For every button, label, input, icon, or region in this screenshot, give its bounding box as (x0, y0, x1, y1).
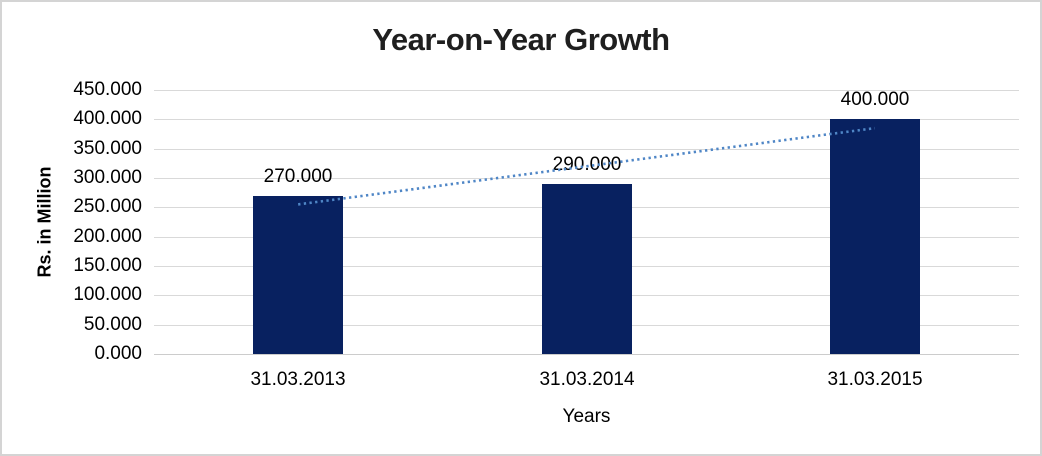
bar-value-label: 400.000 (840, 89, 910, 110)
y-tick-label: 250.000 (73, 196, 142, 218)
y-tick-label: 100.000 (73, 284, 142, 306)
y-tick-label: 450.000 (73, 79, 142, 100)
y-tick-label: 300.000 (73, 167, 142, 188)
y-tick-label: 400.000 (73, 108, 142, 130)
x-tick-label: 31.03.2013 (250, 369, 346, 390)
bar-31.03.2014 (542, 184, 632, 354)
x-tick-label: 31.03.2015 (827, 369, 923, 390)
gridline-400.000 (154, 119, 1019, 120)
x-axis-title: Years (562, 406, 611, 427)
gridline-0.000 (154, 354, 1019, 355)
x-tick-label: 31.03.2014 (539, 369, 635, 390)
y-tick-label: 0.000 (94, 343, 142, 364)
bar-value-label: 270.000 (263, 166, 333, 187)
bar-31.03.2013 (253, 196, 343, 354)
bar-value-label: 290.000 (552, 154, 622, 175)
plot-area: 270.000 290.000 400.000 (154, 89, 1019, 355)
bar-31.03.2015 (830, 119, 920, 354)
y-tick-label: 150.000 (73, 255, 142, 276)
y-tick-label: 50.000 (83, 313, 142, 335)
chart-title: Year-on-Year Growth (372, 22, 670, 57)
y-tick-label: 350.000 (73, 137, 142, 159)
gridline-450.000 (154, 90, 1019, 91)
y-tick-label: 200.000 (73, 225, 142, 247)
